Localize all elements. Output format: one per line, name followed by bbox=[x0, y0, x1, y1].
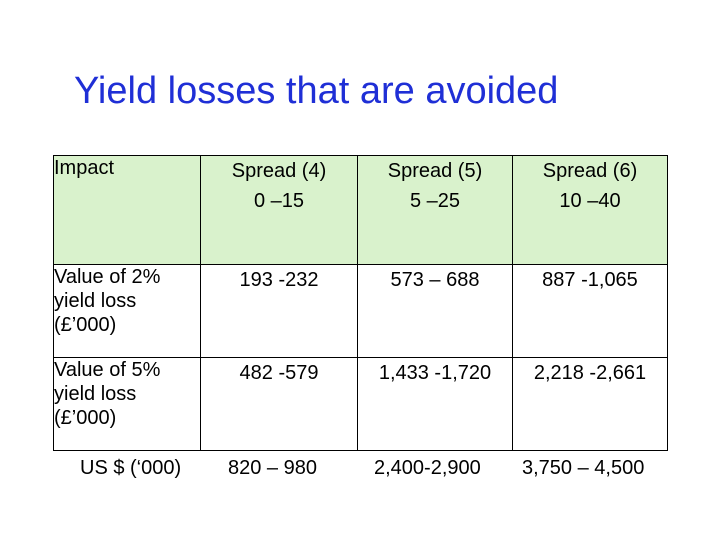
impact-header: Impact bbox=[53, 155, 201, 265]
spread-5-header: Spread (5) 5 –25 bbox=[357, 155, 513, 265]
spread-4-name: Spread (4) bbox=[231, 160, 327, 182]
slide-title: Yield losses that are avoided bbox=[74, 70, 559, 112]
table-cell: 573 – 688 bbox=[357, 264, 513, 358]
usd-value-spread-6: 3,750 – 4,500 bbox=[522, 457, 645, 479]
table-row: Value of 5% yield loss (£’000) 482 -579 … bbox=[53, 357, 668, 451]
yield-loss-table: Impact Spread (4) 0 –15 Spread (5) 5 –25… bbox=[53, 155, 668, 451]
table-row: Value of 2% yield loss (£’000) 193 -232 … bbox=[53, 264, 668, 358]
spread-6-range: 10 –40 bbox=[559, 190, 621, 212]
spread-5-name: Spread (5) bbox=[387, 160, 483, 182]
row-label-line: (£’000) bbox=[54, 407, 117, 429]
spread-5-range: 5 –25 bbox=[409, 190, 461, 212]
table-header-row: Impact Spread (4) 0 –15 Spread (5) 5 –25… bbox=[53, 155, 668, 265]
spread-6-header: Spread (6) 10 –40 bbox=[512, 155, 668, 265]
spread-6-name: Spread (6) bbox=[542, 160, 638, 182]
usd-label: US $ (‘000) bbox=[80, 457, 182, 479]
row-label-line: Value of 5% bbox=[54, 359, 161, 381]
table-cell: 193 -232 bbox=[200, 264, 358, 358]
row-label-line: (£’000) bbox=[54, 314, 117, 336]
table-cell: 1,433 -1,720 bbox=[357, 357, 513, 451]
table-cell: 2,218 -2,661 bbox=[512, 357, 668, 451]
row-label-line: yield loss bbox=[54, 290, 137, 312]
table-cell: 887 -1,065 bbox=[512, 264, 668, 358]
row-label-2pct: Value of 2% yield loss (£’000) bbox=[53, 264, 201, 358]
row-label-line: Value of 2% bbox=[54, 266, 161, 288]
row-label-5pct: Value of 5% yield loss (£’000) bbox=[53, 357, 201, 451]
usd-value-spread-4: 820 – 980 bbox=[228, 457, 317, 479]
spread-4-range: 0 –15 bbox=[253, 190, 305, 212]
row-label-line: yield loss bbox=[54, 383, 137, 405]
spread-4-header: Spread (4) 0 –15 bbox=[200, 155, 358, 265]
usd-value-spread-5: 2,400-2,900 bbox=[374, 457, 481, 479]
table-cell: 482 -579 bbox=[200, 357, 358, 451]
